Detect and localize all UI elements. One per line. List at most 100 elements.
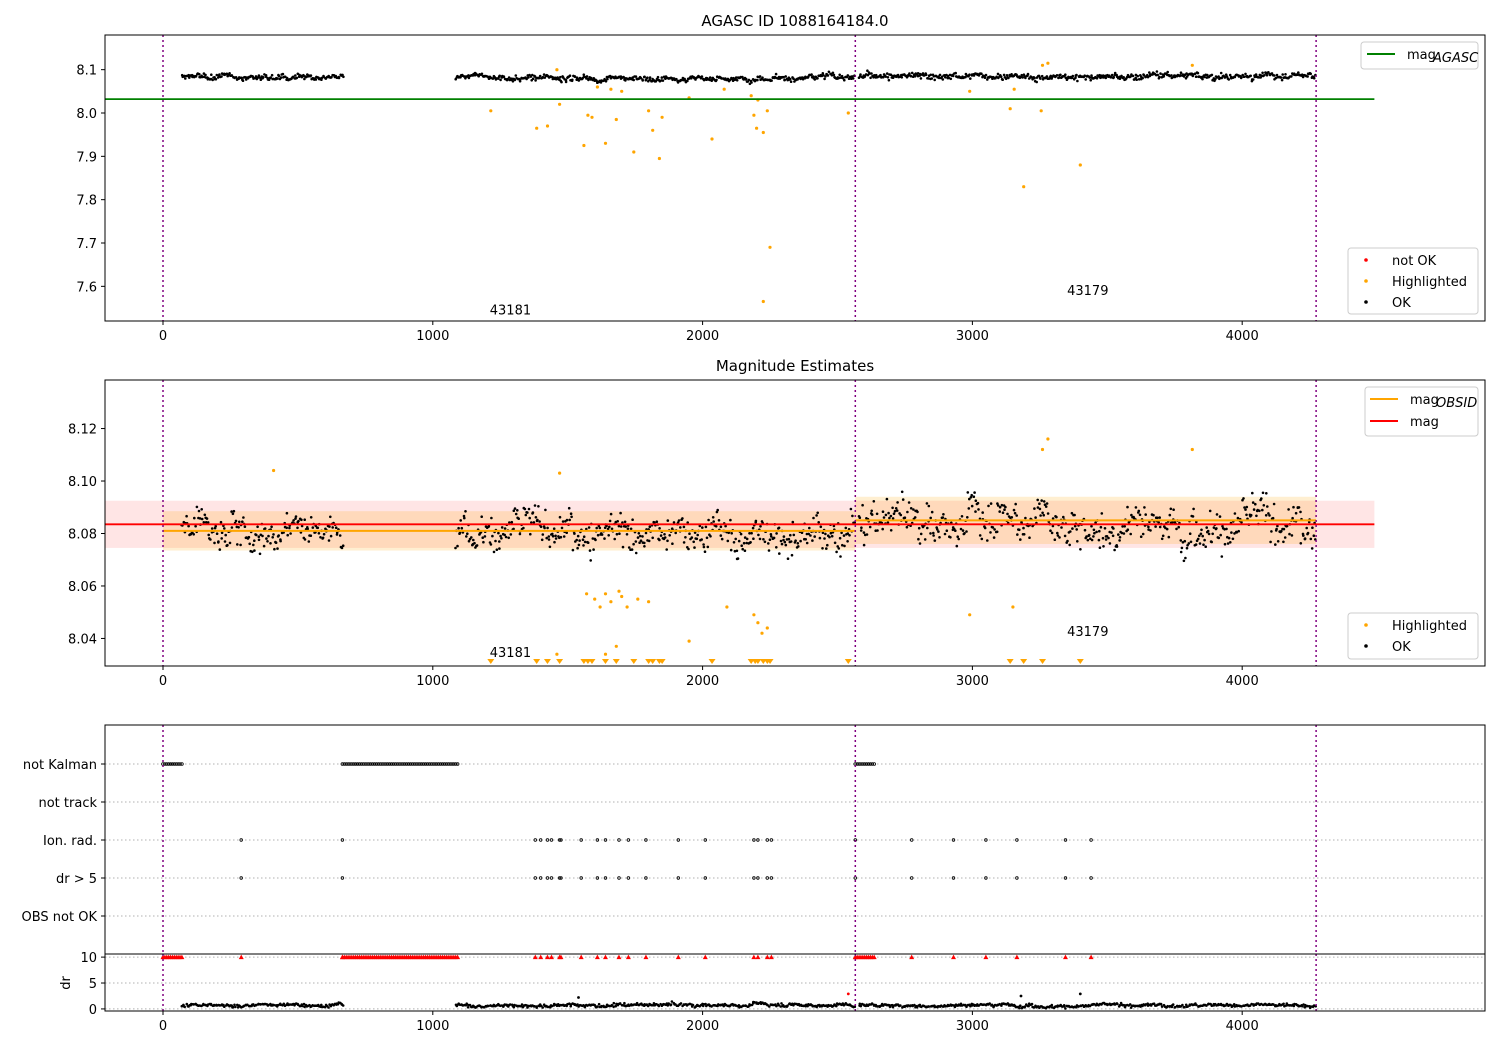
highlighted-point	[657, 156, 662, 161]
ok-point	[827, 70, 831, 74]
ok-point	[1120, 531, 1124, 535]
ok-point	[1090, 538, 1094, 542]
ok-point	[568, 74, 572, 77]
agasc-point-legend: not OK Highlighted OK	[1347, 247, 1479, 315]
highlighted-point	[555, 652, 559, 656]
ok-point	[548, 545, 552, 549]
ok-point	[603, 537, 606, 540]
ok-point	[938, 73, 942, 77]
ok-point	[466, 532, 469, 535]
ok-point	[514, 512, 518, 516]
highlighted-point	[593, 597, 597, 601]
ok-point	[682, 541, 686, 544]
ok-point	[811, 1004, 814, 1008]
legend-marker	[1364, 300, 1368, 304]
ok-point	[472, 538, 475, 542]
dr-gt-5-marker	[910, 876, 914, 880]
highlighted-point	[609, 600, 613, 604]
not-kalman-marker	[421, 762, 426, 766]
ok-point	[879, 73, 882, 77]
ok-point	[750, 81, 753, 84]
ok-point	[870, 72, 873, 75]
ok-point	[837, 547, 841, 550]
ok-point	[1095, 77, 1099, 80]
ok-point	[1160, 537, 1164, 541]
ok-point	[184, 77, 187, 80]
ok-point	[498, 540, 501, 543]
ok-point	[1040, 74, 1044, 78]
ok-point	[589, 76, 593, 80]
ok-point	[1262, 504, 1266, 507]
highlighted-point	[710, 137, 714, 141]
ok-point	[1253, 75, 1257, 79]
ok-point	[707, 518, 710, 522]
ok-point	[644, 531, 648, 535]
ok-point	[775, 1004, 778, 1008]
ok-point	[319, 536, 322, 539]
ok-point	[787, 537, 791, 541]
ok-point	[748, 532, 751, 535]
not-kalman-marker	[168, 762, 173, 766]
not-kalman-marker	[450, 762, 454, 766]
ok-point	[1305, 526, 1308, 530]
ok-point	[1169, 507, 1173, 511]
ok-point	[1279, 76, 1283, 79]
ok-point	[1062, 515, 1065, 519]
ok-point	[217, 540, 220, 543]
highlighted-point	[760, 631, 764, 635]
ok-point	[1090, 524, 1093, 528]
ok-point	[262, 544, 266, 548]
ok-point	[1194, 543, 1198, 546]
ok-point	[607, 534, 610, 537]
ok-point	[862, 543, 866, 547]
flags-points-layer	[161, 725, 1317, 954]
ok-point	[1229, 541, 1232, 544]
ok-point	[1201, 77, 1204, 81]
ok-point	[610, 527, 614, 531]
ok-point	[1123, 525, 1126, 528]
ok-point	[917, 537, 920, 541]
ok-point	[1076, 79, 1079, 83]
ok-point	[918, 542, 922, 545]
ok-point	[1182, 559, 1186, 563]
ok-point	[790, 553, 794, 557]
ok-point	[708, 76, 712, 79]
ok-point	[859, 529, 863, 532]
highlighted-point	[603, 141, 608, 145]
ok-point	[218, 73, 221, 76]
ok-point	[842, 534, 846, 537]
highlighted-point	[617, 589, 621, 593]
ok-point	[598, 526, 602, 530]
ok-point	[732, 541, 736, 544]
ok-point	[1184, 556, 1187, 560]
ok-point	[789, 533, 792, 537]
ok-point	[1302, 534, 1305, 537]
ok-point	[929, 532, 932, 535]
ok-point	[492, 550, 496, 554]
dr-clipped-marker	[983, 954, 989, 960]
ok-point	[582, 73, 586, 76]
ok-point	[641, 79, 644, 82]
ok-point	[749, 541, 752, 544]
ok-point	[612, 1005, 615, 1008]
ok-point	[329, 515, 332, 519]
ok-point	[969, 496, 973, 499]
ok-point	[466, 1006, 470, 1009]
ok-point	[833, 541, 837, 545]
not-kalman-marker	[414, 762, 418, 766]
ok-point	[576, 546, 579, 550]
ok-point	[724, 524, 727, 528]
ok-point	[846, 540, 849, 543]
ok-point	[813, 78, 817, 81]
dr-clipped-marker	[616, 954, 622, 960]
ok-point	[641, 535, 644, 538]
ok-point	[909, 74, 913, 78]
ok-point	[511, 80, 515, 83]
dr-gt-5-marker	[765, 876, 769, 880]
ok-point	[1219, 71, 1223, 75]
ion-rad-marker	[752, 838, 756, 842]
y-tick-label: 8.10	[68, 475, 97, 490]
ok-point	[1098, 546, 1102, 549]
highlighted-point	[595, 85, 600, 89]
